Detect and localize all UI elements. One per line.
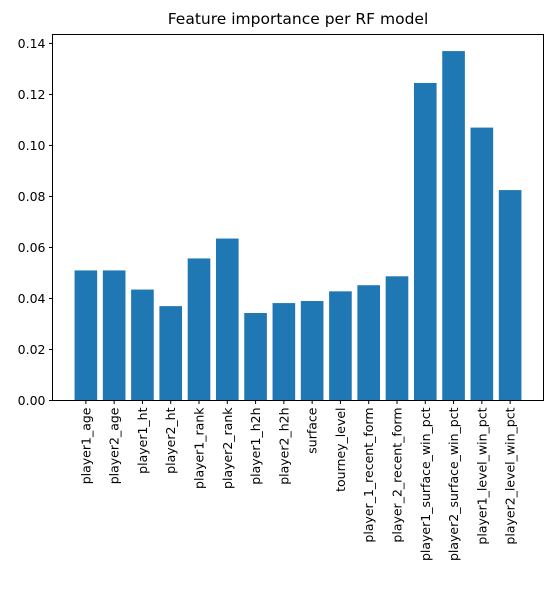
bar-tourney_level: [329, 291, 352, 401]
bar-player1_rank: [187, 258, 211, 401]
bar-player_1_recent_form: [357, 285, 381, 401]
y-tick-label: 0.12: [18, 87, 46, 102]
bar-player1_h2h: [244, 313, 267, 401]
x-tick-label: surface: [305, 407, 320, 454]
bar-player_2_recent_form: [385, 276, 409, 401]
x-tick-label: player2_surface_win_pct: [446, 407, 461, 561]
bar-player1_level_win_pct: [470, 127, 494, 401]
x-tick-label: player2_age: [107, 407, 122, 484]
x-tick-label: player1_rank: [192, 407, 207, 489]
chart-title: Feature importance per RF model: [168, 10, 429, 28]
x-axis: player1_age player2_age player1_ht player2_…: [78, 400, 518, 561]
x-tick-label: player1_surface_win_pct: [418, 407, 433, 561]
bar-player2_ht: [159, 306, 183, 401]
bar-player2_h2h: [272, 303, 296, 401]
x-tick-label: player_1_recent_form: [361, 408, 376, 543]
x-tick-label: player2_h2h: [276, 408, 291, 485]
x-tick-label: tourney_level: [333, 408, 348, 492]
y-tick-label: 0.04: [18, 291, 46, 306]
x-tick-label: player_2_recent_form: [389, 408, 404, 543]
y-tick-label: 0.02: [18, 342, 46, 357]
bar-player2_rank: [215, 238, 239, 401]
bar-player2_level_win_pct: [498, 190, 522, 401]
y-tick-label: 0.14: [18, 36, 46, 51]
plot-frame: [52, 34, 544, 401]
y-axis: 0.00 0.02 0.04 0.06 0.08 0.10 0.12 0.14: [18, 36, 53, 408]
bar-player2_surface_win_pct: [442, 51, 465, 401]
x-tick-label: player1_h2h: [248, 408, 263, 485]
y-tick-label: 0.10: [18, 138, 46, 153]
bar-player1_age: [74, 270, 98, 401]
x-tick-label: player2_level_win_pct: [503, 407, 518, 544]
y-tick-label: 0.08: [18, 189, 46, 204]
bar-player1_surface_win_pct: [413, 82, 437, 401]
x-tick-label: player1_level_win_pct: [474, 407, 489, 544]
y-tick-label: 0.00: [18, 393, 46, 408]
x-tick-label: player2_ht: [163, 407, 178, 473]
bars-group: [74, 51, 522, 401]
bar-player2_age: [102, 270, 126, 401]
x-tick-label: player2_rank: [220, 407, 235, 489]
bar-surface: [300, 301, 324, 401]
y-tick-label: 0.06: [18, 240, 46, 255]
x-tick-label: player1_ht: [135, 407, 150, 473]
x-tick-label: player1_age: [78, 407, 93, 484]
bar-player1_ht: [131, 289, 154, 401]
